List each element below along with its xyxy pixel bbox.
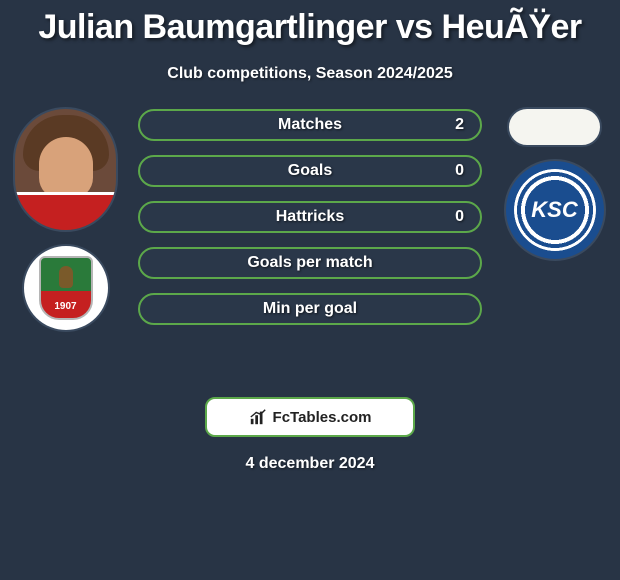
stat-row-hattricks: Hattricks 0 <box>138 201 482 233</box>
stat-row-goals: Goals 0 <box>138 155 482 187</box>
page-title: Julian Baumgartlinger vs HeuÃŸer <box>0 0 620 47</box>
comparison-panel: KSC Matches 2 Goals 0 Hattricks 0 Goals … <box>0 113 620 373</box>
player-left-club-badge <box>22 244 110 332</box>
player-right-photo-placeholder <box>507 107 602 147</box>
stat-label: Goals <box>288 162 332 180</box>
stat-row-min-per-goal: Min per goal <box>138 293 482 325</box>
stat-label: Hattricks <box>276 208 344 226</box>
stat-value: 0 <box>455 162 464 180</box>
right-player-column: KSC <box>497 107 612 261</box>
stat-label: Goals per match <box>247 254 372 272</box>
stat-value: 0 <box>455 208 464 226</box>
player-right-club-badge: KSC <box>504 159 606 261</box>
ksc-badge-text: KSC <box>531 197 577 223</box>
stat-value: 2 <box>455 116 464 134</box>
stat-label: Min per goal <box>263 300 357 318</box>
stat-row-matches: Matches 2 <box>138 109 482 141</box>
chart-icon <box>249 408 267 426</box>
fca-shield-icon <box>39 256 93 320</box>
left-player-column <box>8 107 123 332</box>
stat-row-goals-per-match: Goals per match <box>138 247 482 279</box>
brand-text: FcTables.com <box>273 409 372 426</box>
subtitle: Club competitions, Season 2024/2025 <box>0 65 620 83</box>
player-left-face <box>39 137 93 199</box>
ksc-badge-inner: KSC <box>514 169 596 251</box>
stat-label: Matches <box>278 116 342 134</box>
player-left-jersey <box>15 192 116 230</box>
player-left-photo <box>13 107 118 232</box>
stats-list: Matches 2 Goals 0 Hattricks 0 Goals per … <box>138 109 482 325</box>
brand-badge[interactable]: FcTables.com <box>205 397 415 437</box>
date-label: 4 december 2024 <box>0 455 620 473</box>
